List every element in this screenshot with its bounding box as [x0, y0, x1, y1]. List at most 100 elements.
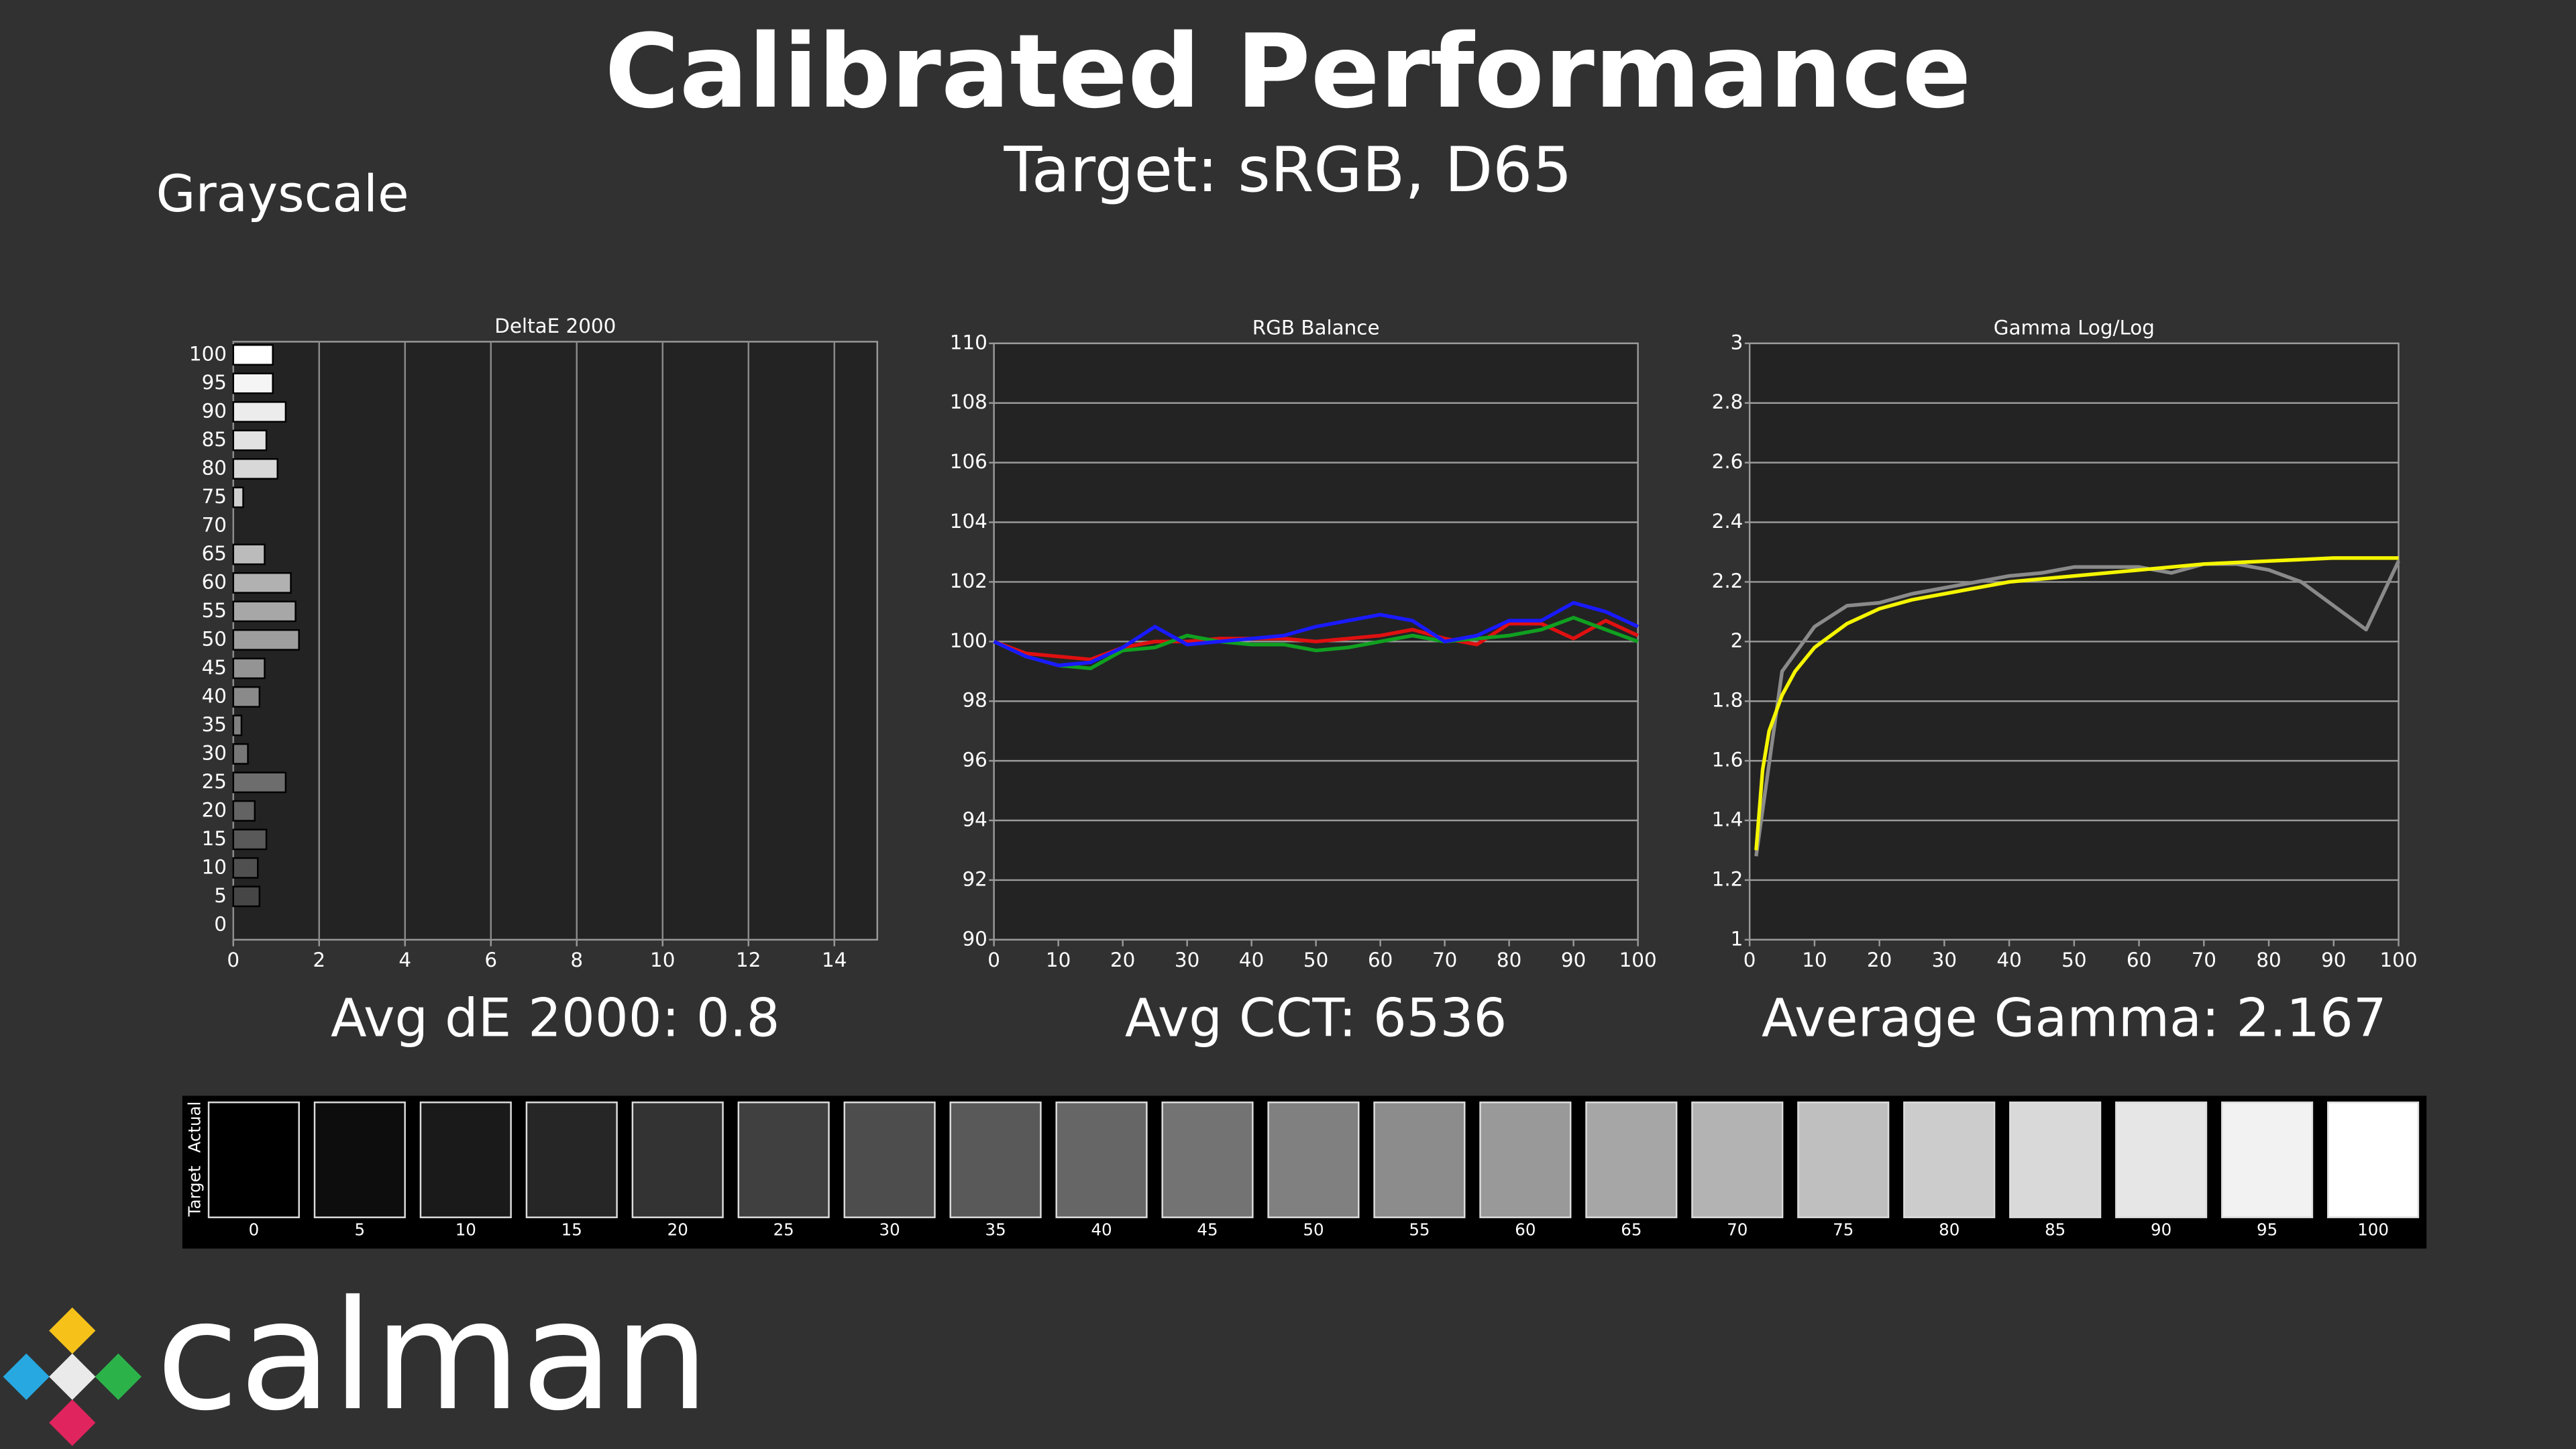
swatch [1373, 1102, 1466, 1218]
y-tick-label: 0 [214, 912, 227, 935]
swatch-label: 35 [985, 1220, 1006, 1239]
y-tick-label: 80 [202, 456, 227, 479]
y-tick-label: 3 [1731, 331, 1743, 354]
swatch [949, 1102, 1042, 1218]
y-tick-label: 85 [202, 428, 227, 451]
x-tick-label: 40 [1239, 949, 1264, 971]
bar [232, 657, 266, 680]
chart-annotation: Average Gamma: 2.167 [1762, 988, 2387, 1049]
y-tick-label: 92 [962, 867, 987, 890]
bar [232, 743, 249, 765]
y-tick-label: 96 [962, 749, 987, 771]
x-tick-label: 0 [227, 949, 239, 971]
y-tick-label: 95 [202, 371, 227, 394]
swatch-label: 60 [1515, 1220, 1536, 1239]
x-tick-label: 40 [1996, 949, 2021, 971]
y-tick-label: 20 [202, 798, 227, 821]
chart-title: Gamma Log/Log [1994, 316, 2155, 339]
swatch-row-label: Actual [184, 1102, 204, 1153]
chart-annotation: Avg dE 2000: 0.8 [331, 988, 780, 1049]
x-tick-label: 70 [2192, 949, 2216, 971]
bar [232, 401, 287, 423]
y-tick-label: 1.4 [1712, 808, 1743, 831]
swatch-label: 70 [1727, 1220, 1748, 1239]
bar [232, 771, 287, 794]
swatch-label: 85 [2045, 1220, 2065, 1239]
swatch [1903, 1102, 1996, 1218]
data-line [993, 600, 1639, 667]
x-tick-label: 60 [1368, 949, 1393, 971]
swatch [2326, 1102, 2420, 1218]
swatch [2009, 1102, 2102, 1218]
swatch [1055, 1102, 1148, 1218]
swatch-label: 15 [561, 1220, 582, 1239]
data-line [1754, 556, 2399, 851]
swatch [1797, 1102, 1890, 1218]
x-tick-label: 50 [2061, 949, 2086, 971]
y-tick-label: 110 [950, 331, 987, 354]
swatch-label: 100 [2357, 1220, 2389, 1239]
swatch-label: 10 [455, 1220, 476, 1239]
brand-name: calman [156, 1269, 710, 1444]
y-tick-label: 45 [202, 656, 227, 679]
bar [232, 714, 243, 737]
section-label: Grayscale [156, 164, 409, 223]
x-tick-label: 100 [2379, 949, 2417, 971]
x-tick-label: 50 [1303, 949, 1328, 971]
swatch-label: 90 [2151, 1220, 2171, 1239]
x-tick-label: 100 [1619, 949, 1657, 971]
swatch [737, 1102, 830, 1218]
y-tick-label: 104 [950, 510, 987, 533]
swatch-label: 55 [1409, 1220, 1430, 1239]
y-tick-label: 94 [962, 808, 987, 831]
swatch [843, 1102, 936, 1218]
x-tick-label: 30 [1175, 949, 1199, 971]
swatch [631, 1102, 724, 1218]
bar [232, 629, 300, 651]
swatch-label: 75 [1833, 1220, 1854, 1239]
y-tick-label: 90 [962, 927, 987, 950]
y-tick-label: 70 [202, 513, 227, 536]
swatch-label: 50 [1303, 1220, 1324, 1239]
bar [232, 857, 259, 879]
y-tick-label: 35 [202, 713, 227, 736]
data-line [993, 619, 1639, 661]
chart-title: RGB Balance [1252, 316, 1380, 339]
x-tick-label: 10 [1046, 949, 1071, 971]
y-tick-label: 1.6 [1712, 749, 1743, 771]
swatch [2115, 1102, 2208, 1218]
swatch [1585, 1102, 1678, 1218]
x-tick-label: 70 [1432, 949, 1457, 971]
y-tick-label: 5 [214, 884, 227, 907]
y-tick-label: 1.2 [1712, 867, 1743, 890]
y-tick-label: 2 [1731, 629, 1743, 652]
x-tick-label: 10 [1802, 949, 1827, 971]
y-tick-label: 108 [950, 390, 987, 413]
bar [232, 572, 292, 594]
y-tick-label: 15 [202, 827, 227, 850]
swatch-label: 40 [1091, 1220, 1112, 1239]
plot-area [232, 341, 878, 941]
x-tick-label: 90 [2321, 949, 2346, 971]
y-tick-label: 106 [950, 450, 987, 473]
x-tick-label: 14 [822, 949, 847, 971]
y-tick-label: 100 [189, 342, 227, 365]
swatch-label: 25 [773, 1220, 794, 1239]
data-line [993, 616, 1639, 671]
x-tick-label: 80 [2256, 949, 2281, 971]
y-tick-label: 40 [202, 684, 227, 707]
bar [232, 800, 256, 822]
x-tick-label: 8 [570, 949, 583, 971]
data-line [1754, 560, 2400, 857]
x-tick-label: 0 [987, 949, 1000, 971]
bar [232, 828, 268, 851]
bar [232, 543, 266, 566]
y-tick-label: 25 [202, 770, 227, 793]
swatch [419, 1102, 512, 1218]
swatch [2221, 1102, 2314, 1218]
y-tick-label: 2.4 [1712, 510, 1743, 533]
bar [232, 686, 261, 708]
swatch-label: 0 [249, 1220, 260, 1239]
